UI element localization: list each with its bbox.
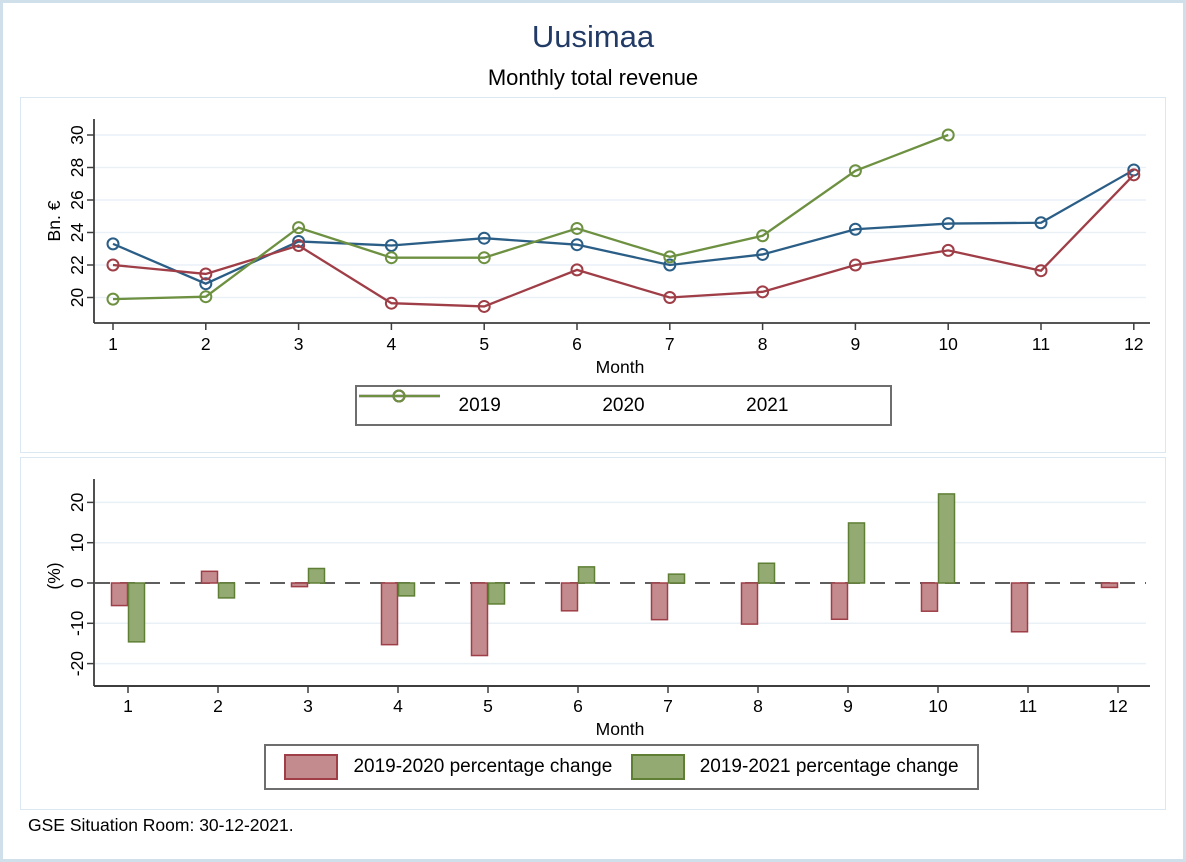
svg-text:-10: -10 [67,610,87,636]
legend-line-swatch-2021 [359,389,440,403]
svg-text:Month: Month [596,719,645,739]
svg-text:11: 11 [1032,334,1050,354]
svg-text:7: 7 [663,696,673,716]
svg-text:20: 20 [67,492,87,512]
svg-text:6: 6 [573,696,583,716]
bar-legend: 2019-2020 percentage change 2019-2021 pe… [264,744,979,790]
svg-text:10: 10 [938,334,958,354]
svg-text:(%): (%) [44,562,64,589]
svg-text:Month: Month [596,357,645,377]
svg-text:11: 11 [1019,696,1037,716]
legend-item-2019-2020-change: 2019-2020 percentage change [284,754,612,780]
svg-text:12: 12 [1108,696,1127,716]
legend-label-2019-2021: 2019-2021 percentage change [699,756,959,777]
legend-label-2021: 2021 [746,394,789,416]
svg-text:10: 10 [67,533,87,553]
svg-text:9: 9 [843,696,853,716]
svg-text:12: 12 [1124,334,1143,354]
svg-text:28: 28 [67,158,87,177]
svg-text:3: 3 [294,334,304,354]
svg-text:9: 9 [851,334,861,354]
svg-text:2: 2 [213,696,223,716]
svg-text:Bn. €: Bn. € [44,200,64,241]
svg-text:7: 7 [665,334,675,354]
svg-text:-20: -20 [67,651,87,677]
line-legend: 2019 2020 2021 [355,385,892,426]
svg-text:10: 10 [928,696,948,716]
svg-text:8: 8 [758,334,768,354]
page-title: Uusimaa [531,19,655,54]
svg-text:1: 1 [123,696,133,716]
revenue-line-panel: 20 22 24 26 28 30 1 2 3 4 5 6 7 8 9 10 11 12 Month Bn. € 20… [20,97,1166,453]
svg-text:3: 3 [303,696,313,716]
svg-text:6: 6 [572,334,582,354]
svg-text:4: 4 [393,696,403,716]
chart-subtitle: Monthly total revenue [487,65,699,90]
svg-text:4: 4 [387,334,397,354]
pct-change-bar-panel: -20 -10 0 10 20 1 2 3 4 5 6 7 8 9 10 11 12 Month (%) 2019-… [20,457,1166,810]
svg-text:30: 30 [67,125,87,145]
legend-item-2019: 2019 [359,389,501,417]
svg-text:0: 0 [67,578,87,588]
legend-item-2020: 2020 [359,389,645,417]
svg-text:26: 26 [67,190,87,209]
svg-text:20: 20 [67,288,87,308]
legend-bar-swatch-2019-2020 [284,754,339,780]
legend-bar-swatch-2019-2021 [630,754,685,780]
svg-text:5: 5 [483,696,493,716]
legend-item-2021: 2021 [359,389,789,417]
svg-text:8: 8 [753,696,763,716]
legend-label-2019-2020: 2019-2020 percentage change [353,756,613,777]
svg-text:5: 5 [479,334,489,354]
svg-text:22: 22 [67,255,87,274]
legend-label-2020: 2020 [602,394,645,416]
svg-text:1: 1 [108,334,118,354]
svg-text:24: 24 [67,223,87,243]
source-note: GSE Situation Room: 30-12-2021. [28,815,294,835]
legend-item-2019-2021-change: 2019-2021 percentage change [630,754,959,780]
svg-text:2: 2 [201,334,211,354]
legend-label-2019: 2019 [458,394,501,416]
